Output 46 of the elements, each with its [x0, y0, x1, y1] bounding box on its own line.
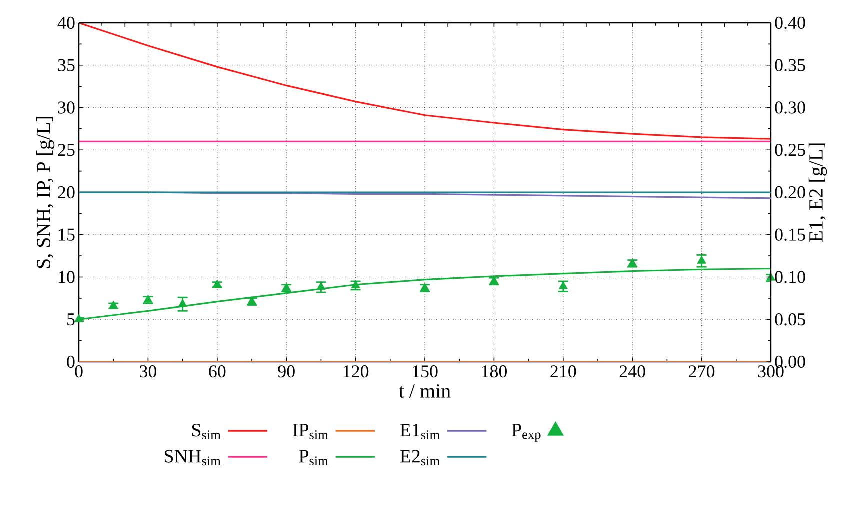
legend-label: P$_{sim}$ — [299, 450, 328, 466]
y2-tick-label: 0.25 — [775, 144, 806, 156]
legend-label: S$_{sim}$ — [192, 424, 221, 440]
x-tick-label: 210 — [550, 366, 576, 378]
x-tick-label: 240 — [620, 366, 646, 378]
y-tick-label: 30 — [58, 102, 75, 114]
y-axis-title: S, SNH, IP, P [g/L] — [36, 117, 55, 268]
x-tick-label: 270 — [689, 366, 715, 378]
point — [316, 282, 326, 290]
y2-tick-label: 0.35 — [775, 59, 806, 72]
y2-tick-label: 0.10 — [775, 271, 806, 284]
point — [697, 256, 706, 264]
legend-label: IP$_{sim}$ — [293, 424, 328, 440]
x-tick-label: 60 — [209, 366, 226, 378]
point — [766, 272, 776, 281]
x-tick-label: 180 — [482, 366, 508, 378]
y2-tick-label: 0.40 — [775, 16, 806, 30]
point — [212, 280, 222, 288]
x-tick-label: 90 — [278, 366, 295, 378]
y-tick-label: 25 — [58, 144, 75, 156]
x-tick-label: 120 — [344, 366, 369, 378]
point — [558, 281, 568, 290]
legend-label: SNH$_{sim}$ — [165, 450, 221, 466]
y2-tick-label: 0.05 — [775, 314, 806, 326]
y-tick-label: 40 — [58, 16, 75, 30]
x-axis-title: t / min — [399, 384, 451, 398]
point — [109, 300, 118, 309]
y-tick-label: 0 — [67, 356, 75, 368]
y-tick-label: 35 — [58, 59, 75, 72]
y-tick-label: 10 — [59, 271, 75, 284]
y2-axis-title: E1, E2 [g/L] — [808, 144, 828, 242]
point — [74, 314, 84, 322]
legend-label: P$_{exp}$ — [512, 424, 541, 442]
x-tick-label: 0 — [75, 366, 83, 378]
y2-tick-label: 0.30 — [775, 102, 806, 114]
legend-label: E1$_{sim}$ — [400, 424, 440, 440]
y2-tick-label: 0.20 — [775, 186, 806, 199]
y-tick-label: 20 — [58, 186, 75, 199]
y-tick-label: 15 — [59, 228, 75, 241]
y-tick-label: 5 — [68, 314, 75, 326]
legend-label: E2$_{sim}$ — [400, 450, 440, 466]
x-tick-label: 30 — [140, 366, 157, 378]
x-tick-label: 150 — [413, 366, 438, 378]
point — [351, 280, 360, 288]
y2-tick-label: 0.15 — [775, 228, 806, 241]
point — [178, 299, 188, 308]
